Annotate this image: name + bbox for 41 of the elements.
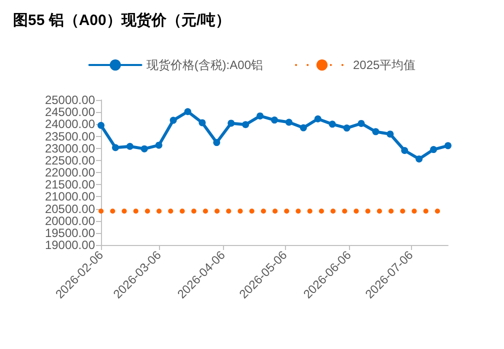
point	[386, 130, 394, 138]
y-tick-label: 19500.00	[44, 226, 96, 240]
point	[372, 128, 380, 136]
y-tick-label: 20500.00	[44, 202, 96, 216]
point	[401, 147, 408, 154]
y-tick-label: 23500.00	[44, 129, 96, 144]
chart-title: 图55 铝（A00）现货价（元/吨）	[13, 12, 231, 29]
point	[285, 118, 292, 126]
point	[444, 142, 452, 150]
point	[213, 139, 220, 146]
point	[343, 124, 350, 132]
point	[328, 120, 336, 128]
y-tick-label: 25000.00	[44, 93, 96, 107]
y-tick-label: 20000.00	[44, 214, 96, 228]
point	[184, 108, 192, 116]
y-tick-label: 22000.00	[44, 166, 96, 180]
y-tick-label: 23000.00	[44, 141, 96, 156]
point	[314, 115, 322, 122]
point	[256, 112, 264, 120]
point	[300, 124, 307, 132]
y-tick-label: 21500.00	[44, 178, 96, 192]
point	[140, 145, 148, 152]
y-tick-label: 21000.00	[44, 190, 96, 204]
point	[228, 120, 235, 127]
point	[198, 119, 206, 126]
point	[271, 116, 278, 124]
y-tick-label: 22500.00	[44, 153, 96, 168]
legend-label: 2025平均值	[352, 58, 416, 72]
y-tick-label: 24000.00	[44, 117, 96, 132]
point	[430, 146, 438, 154]
point	[358, 120, 365, 127]
point	[112, 144, 119, 152]
point	[416, 155, 423, 162]
point	[170, 116, 177, 124]
point	[126, 142, 134, 150]
y-tick-label: 24500.00	[44, 105, 96, 120]
point	[155, 142, 162, 149]
point	[242, 121, 250, 128]
point	[98, 122, 104, 129]
y-tick-label: 19000.00	[44, 238, 96, 252]
legend-label: 现货价格(含税):A00铝	[146, 58, 263, 72]
